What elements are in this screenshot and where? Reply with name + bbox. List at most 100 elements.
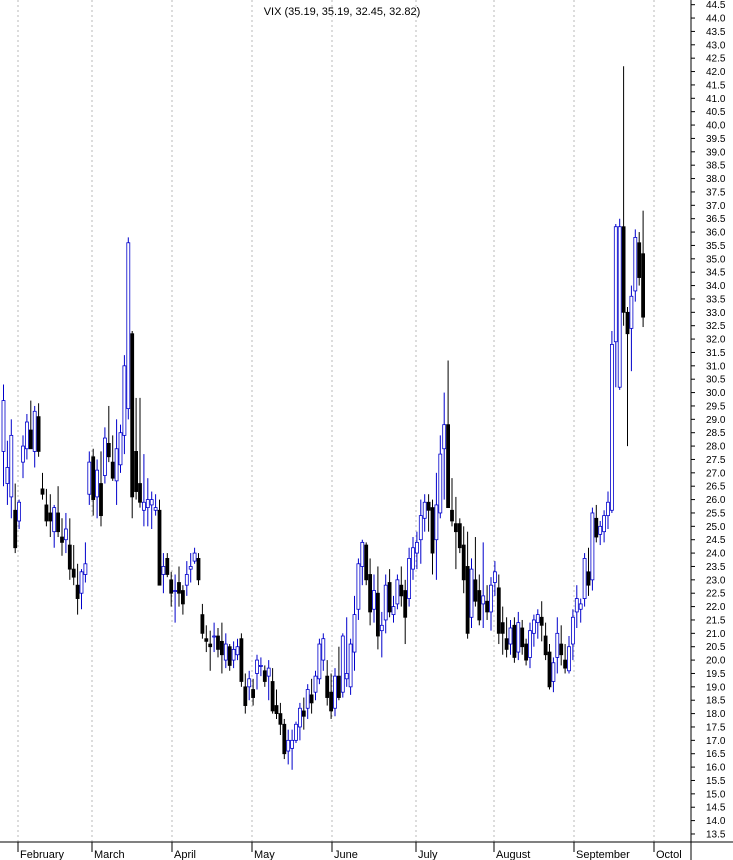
candle-body-up [629, 295, 634, 329]
candle-body-down [399, 584, 404, 597]
candle-body-down [157, 509, 162, 586]
y-tick-label: 30.0 [706, 388, 726, 399]
candle [286, 729, 291, 765]
candle [180, 585, 185, 615]
candle-body-up [516, 622, 521, 653]
candle [411, 537, 415, 580]
candle [602, 510, 606, 543]
candle [414, 531, 419, 570]
candle-body-up [551, 662, 556, 682]
x-tick-label: April [174, 849, 196, 860]
candle [352, 595, 357, 671]
candle [161, 553, 166, 594]
candle [290, 729, 295, 770]
candle [356, 558, 361, 620]
candle-body-down [180, 590, 185, 605]
candle-body-up [32, 410, 37, 452]
y-tick-label: 13.5 [706, 829, 726, 840]
candle-body-down [485, 600, 490, 613]
candle-body-down [134, 451, 139, 492]
candle [379, 611, 384, 658]
candle [52, 504, 57, 548]
y-tick-label: 27.0 [706, 468, 726, 479]
candle [395, 574, 400, 610]
y-tick-label: 31.5 [706, 348, 726, 359]
candle [532, 614, 536, 647]
candle-body-down [539, 616, 544, 626]
y-tick-label: 22.0 [706, 602, 726, 613]
candle [153, 494, 158, 516]
candle [391, 595, 396, 623]
y-tick-label: 32.5 [706, 321, 726, 332]
candle-body-up [555, 632, 560, 658]
candle [516, 611, 521, 661]
candle-body-down [563, 659, 567, 669]
candle-body-down [219, 640, 224, 656]
y-tick-label: 23.5 [706, 562, 726, 573]
candle-body-up [418, 515, 423, 541]
x-tick-label: March [94, 849, 125, 860]
candle [641, 210, 645, 328]
candle-body-down [426, 501, 431, 511]
candle-body-up [535, 614, 540, 624]
candle-body-up [286, 739, 291, 752]
candle-body-up [1, 400, 6, 452]
candle-body-down [453, 523, 458, 533]
candle-body-down [520, 627, 525, 648]
y-tick-label: 34.0 [706, 281, 726, 292]
y-tick-label: 42.0 [706, 67, 726, 78]
candle [422, 494, 427, 532]
y-tick-label: 39.0 [706, 147, 726, 158]
y-tick-label: 21.5 [706, 615, 726, 626]
candle [387, 569, 392, 618]
y-tick-label: 18.0 [706, 709, 726, 720]
candle [481, 542, 486, 628]
candle [134, 397, 139, 500]
y-tick-label: 16.5 [706, 749, 726, 760]
y-tick-label: 27.5 [706, 455, 726, 466]
candle [208, 630, 213, 671]
candle [106, 405, 111, 463]
candle-body-up [578, 603, 583, 610]
candle [489, 577, 493, 631]
candle [539, 601, 544, 642]
x-tick-label: August [496, 849, 530, 860]
y-tick-label: 25.0 [706, 522, 726, 533]
candle-body-up [352, 614, 357, 653]
candle [383, 574, 388, 634]
candle [348, 638, 353, 695]
candle-body-down [621, 226, 626, 313]
y-tick-label: 35.0 [706, 254, 726, 265]
x-tick-labels: February March April May June July August Septe… [17, 842, 682, 860]
candle [399, 566, 404, 607]
candle-body-down [637, 242, 642, 278]
x-tick-label: February [20, 849, 65, 860]
candle [613, 224, 618, 388]
candle-body-up [247, 678, 252, 688]
candle [247, 670, 252, 701]
candle-body-down [461, 544, 466, 581]
y-tick-label: 19.0 [706, 682, 726, 693]
candle [64, 512, 68, 554]
candle-body-down [165, 558, 170, 575]
candle [149, 491, 154, 530]
candle [21, 435, 25, 479]
candle-body-down [430, 507, 435, 554]
y-tick-label: 33.5 [706, 294, 726, 305]
y-tick-label: 38.0 [706, 174, 726, 185]
candle-body-up [391, 606, 396, 616]
y-tick-label: 25.5 [706, 508, 726, 519]
candle [321, 633, 326, 671]
candle [294, 721, 298, 744]
candle [40, 472, 45, 500]
candle [110, 435, 115, 481]
candle-body-up [122, 365, 127, 436]
y-tick-label: 22.5 [706, 589, 726, 600]
candle [200, 603, 205, 639]
y-tick-label: 41.0 [706, 94, 726, 105]
candle-body-up [395, 579, 400, 605]
candle [305, 684, 310, 719]
candle [629, 285, 634, 372]
candle-body-down [446, 424, 451, 509]
